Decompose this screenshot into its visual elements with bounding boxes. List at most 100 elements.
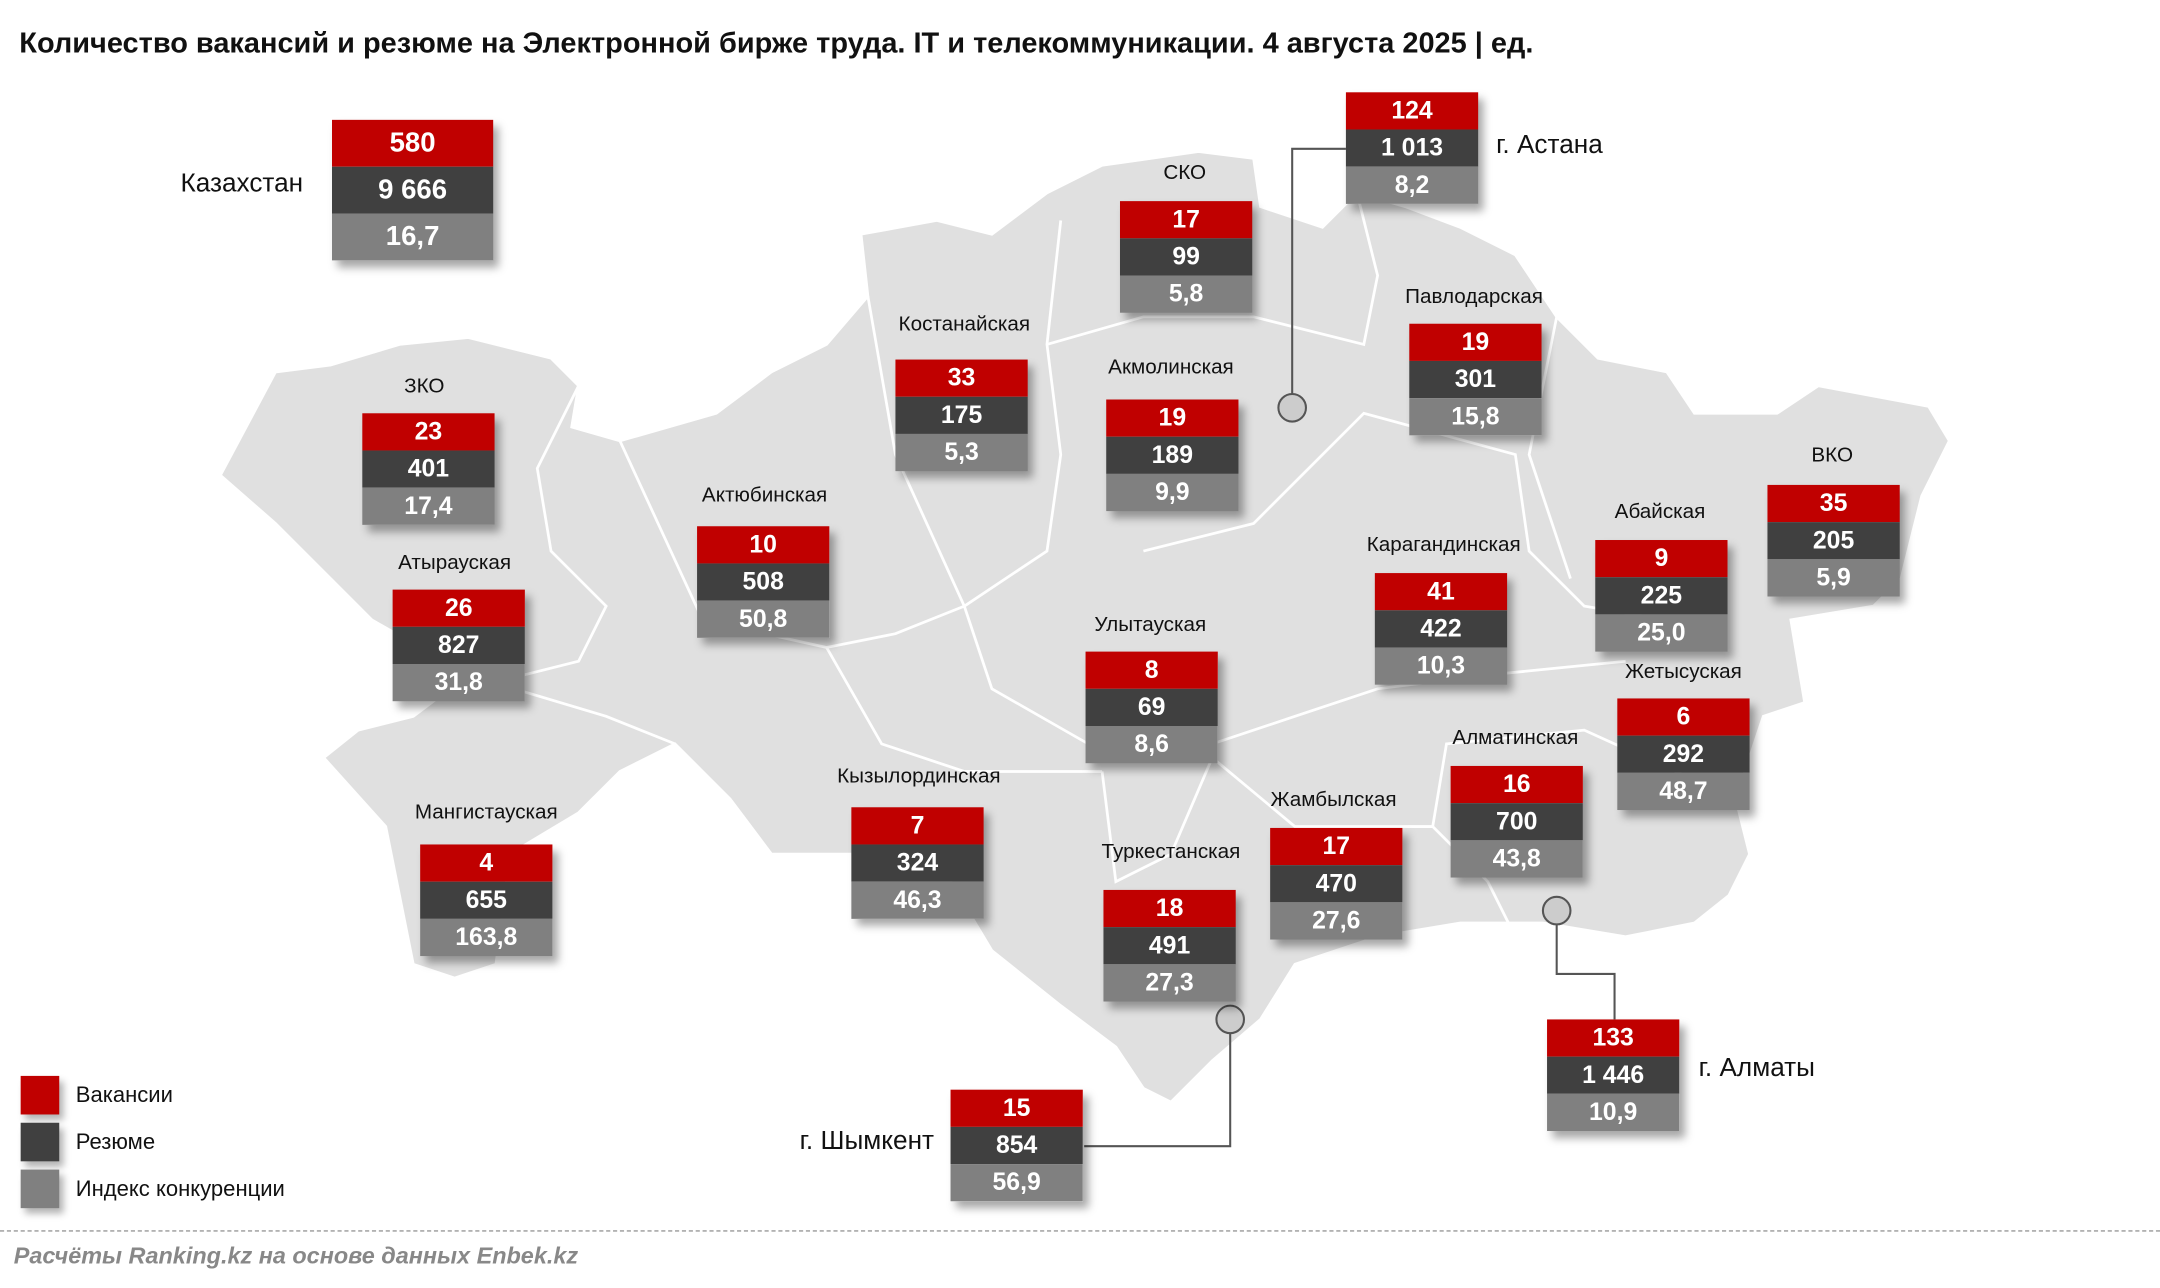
resumes-value: 470 — [1270, 865, 1403, 903]
region-label: г. Алматы — [1698, 1053, 1815, 1083]
vacancies-value: 35 — [1767, 484, 1900, 523]
region-box: 23 401 17,4 — [362, 413, 495, 525]
legend-swatch-vacancies — [20, 1075, 60, 1115]
index-value: 5,3 — [895, 433, 1028, 472]
resumes-value: 401 — [362, 450, 495, 488]
vacancies-value: 17 — [1119, 201, 1253, 239]
region-box: 124 1 013 8,2 — [1345, 92, 1479, 204]
region-box: 4 655 163,8 — [420, 844, 553, 957]
shymkent-marker — [1215, 1004, 1246, 1035]
index-value: 17,4 — [362, 487, 495, 525]
footer-divider — [0, 1230, 2160, 1232]
resumes-value: 508 — [697, 563, 830, 601]
index-value: 9,9 — [1106, 473, 1239, 512]
region-label: Жамбылская — [1270, 787, 1397, 812]
legend-label-vacancies: Вакансии — [75, 1084, 173, 1108]
region-box: 17 99 5,8 — [1119, 201, 1253, 313]
index-value: 25,0 — [1595, 614, 1728, 652]
resumes-value: 422 — [1374, 610, 1508, 648]
vacancies-value: 7 — [851, 807, 984, 845]
index-value: 15,8 — [1409, 398, 1542, 436]
region-box: 41 422 10,3 — [1374, 573, 1508, 685]
region-box: 7 324 46,3 — [851, 807, 984, 919]
resumes-value: 205 — [1767, 522, 1900, 560]
region-box: 19 189 9,9 — [1106, 399, 1239, 512]
region-label: г. Шымкент — [799, 1126, 935, 1156]
region-box: 33 175 5,3 — [895, 359, 1028, 472]
index-value: 8,6 — [1085, 725, 1218, 764]
region-box: 26 827 31,8 — [392, 589, 525, 702]
almaty-marker — [1541, 895, 1572, 926]
resumes-value: 854 — [950, 1126, 1083, 1165]
index-value: 10,3 — [1374, 647, 1508, 685]
resumes-value: 1 013 — [1345, 129, 1479, 167]
index-value: 10,9 — [1547, 1093, 1680, 1132]
region-label: Карагандинская — [1366, 533, 1521, 557]
resumes-value: 1 446 — [1547, 1056, 1680, 1094]
region-box: 17 470 27,6 — [1270, 827, 1403, 940]
astana-marker — [1277, 392, 1307, 423]
region-label: ЗКО — [404, 374, 445, 399]
region-box: 18 491 27,3 — [1103, 889, 1236, 1002]
region-label: ВКО — [1811, 443, 1854, 468]
vacancies-value: 15 — [950, 1089, 1083, 1127]
vacancies-value: 9 — [1595, 540, 1728, 578]
index-value: 8,2 — [1345, 166, 1479, 204]
resumes-value: 69 — [1085, 688, 1218, 726]
resumes-value: 324 — [851, 844, 984, 882]
legend-swatch-resumes — [20, 1122, 60, 1162]
index-value: 5,9 — [1767, 559, 1900, 597]
vacancies-value: 580 — [332, 119, 494, 167]
index-value: 48,7 — [1617, 772, 1750, 811]
legend-swatch-index — [20, 1169, 60, 1209]
region-label: Алматинская — [1452, 725, 1579, 750]
resumes-value: 301 — [1409, 360, 1542, 399]
index-value: 27,6 — [1270, 902, 1403, 940]
region-label: Кызылординская — [837, 764, 1001, 788]
resumes-value: 700 — [1450, 803, 1583, 841]
region-label: Улытауская — [1094, 613, 1207, 637]
legend-label-resumes: Резюме — [75, 1131, 156, 1155]
vacancies-value: 16 — [1450, 765, 1583, 804]
region-box: 15 854 56,9 — [950, 1089, 1083, 1202]
region-box: 35 205 5,9 — [1767, 484, 1900, 597]
region-label: Атырауская — [398, 551, 512, 575]
vacancies-value: 19 — [1409, 323, 1542, 361]
region-box: 6 292 48,7 — [1617, 698, 1750, 811]
region-label: г. Астана — [1496, 130, 1603, 160]
vacancies-value: 124 — [1345, 92, 1479, 130]
region-label: Туркестанская — [1101, 840, 1241, 864]
resumes-value: 225 — [1595, 577, 1728, 615]
resumes-value: 292 — [1617, 735, 1750, 773]
region-box: 9 225 25,0 — [1595, 540, 1728, 652]
region-box: 19 301 15,8 — [1409, 323, 1542, 436]
region-box: 16 700 43,8 — [1450, 765, 1583, 878]
page-title: Количество вакансий и резюме на Электрон… — [19, 27, 1534, 60]
resumes-value: 9 666 — [332, 166, 494, 214]
connector-lines — [1084, 147, 1616, 1148]
index-value: 27,3 — [1103, 964, 1236, 1002]
legend-label-index: Индекс конкуренции — [75, 1177, 285, 1202]
vacancies-value: 17 — [1270, 827, 1403, 866]
index-value: 5,8 — [1119, 275, 1253, 313]
vacancies-value: 41 — [1374, 573, 1508, 611]
region-label: Мангистауская — [414, 800, 558, 824]
vacancies-value: 8 — [1085, 651, 1218, 689]
region-box: 8 69 8,6 — [1085, 651, 1218, 764]
region-borders — [467, 192, 1737, 938]
region-label: Костанайская — [898, 312, 1031, 337]
region-label: Жетысуская — [1624, 659, 1742, 684]
region-label: Абайская — [1614, 500, 1706, 524]
vacancies-value: 23 — [362, 413, 495, 451]
country-box: 580 9 666 16,7 — [332, 119, 494, 261]
region-label: Павлодарская — [1405, 285, 1543, 309]
index-value: 31,8 — [392, 664, 525, 702]
resumes-value: 175 — [895, 396, 1028, 434]
vacancies-value: 19 — [1106, 399, 1239, 437]
resumes-value: 189 — [1106, 436, 1239, 474]
vacancies-value: 6 — [1617, 698, 1750, 736]
resumes-value: 827 — [392, 626, 525, 665]
region-box: 133 1 446 10,9 — [1547, 1019, 1680, 1132]
country-label: Казахстан — [180, 169, 304, 199]
